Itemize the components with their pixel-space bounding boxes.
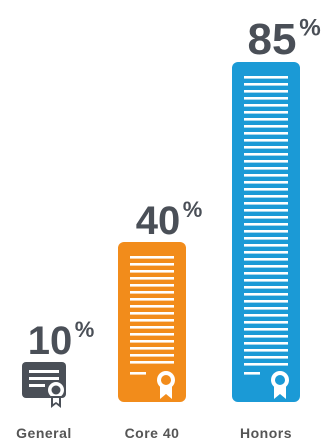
category-label: Core 40 (125, 425, 180, 441)
document-line (244, 146, 288, 149)
document-line (244, 216, 288, 219)
document-line (244, 118, 288, 121)
document-line (244, 300, 288, 303)
document-line (244, 286, 288, 289)
bar-group-core-40: 40 % Core 40 (118, 197, 202, 441)
document-line (130, 312, 174, 315)
document-line (244, 195, 288, 198)
document-line (244, 153, 288, 156)
document-line (244, 167, 288, 170)
document-line (244, 125, 288, 128)
ribbon-inner (53, 398, 59, 404)
document-line (244, 174, 288, 177)
bar (118, 242, 186, 402)
document-line (244, 160, 288, 163)
category-label: General (16, 425, 72, 441)
document-line (244, 83, 288, 86)
document-line (244, 97, 288, 100)
seal-inner (275, 375, 285, 385)
document-line (244, 258, 288, 261)
document-line (244, 356, 288, 359)
ribbon-icon (274, 386, 286, 399)
document-line (130, 372, 146, 375)
document-line (130, 284, 174, 287)
data-label-suffix: % (75, 317, 95, 342)
document-line (130, 347, 174, 350)
data-label: 10 (28, 319, 73, 363)
document-line (244, 363, 288, 366)
document-line (244, 265, 288, 268)
data-label: 40 (136, 199, 181, 243)
certificate-line (29, 370, 59, 373)
document-line (244, 139, 288, 142)
certificate-line (29, 384, 45, 387)
document-line (244, 111, 288, 114)
document-line (244, 328, 288, 331)
document-line (244, 321, 288, 324)
data-label-suffix: % (299, 15, 321, 42)
seal-inner (51, 385, 61, 395)
document-line (244, 237, 288, 240)
document-line (244, 132, 288, 135)
document-line (244, 244, 288, 247)
document-line (244, 314, 288, 317)
document-line (130, 361, 174, 364)
document-line (244, 181, 288, 184)
document-line (130, 256, 174, 259)
bar-group-general: 10 % General (16, 317, 94, 441)
document-line (244, 279, 288, 282)
document-line (244, 251, 288, 254)
document-line (130, 298, 174, 301)
data-label: 85 (248, 15, 297, 64)
document-line (244, 188, 288, 191)
document-line (130, 340, 174, 343)
document-line (130, 291, 174, 294)
document-line (244, 293, 288, 296)
bar-group-honors: 85 % Honors (232, 15, 321, 441)
document-line (244, 272, 288, 275)
document-line (244, 76, 288, 79)
document-line (244, 342, 288, 345)
document-line (244, 90, 288, 93)
certificate-line (29, 377, 59, 380)
data-label-suffix: % (183, 197, 203, 222)
document-line (244, 349, 288, 352)
document-line (244, 202, 288, 205)
document-line (130, 333, 174, 336)
category-label: Honors (240, 425, 292, 441)
document-line (130, 263, 174, 266)
document-line (244, 372, 260, 375)
document-line (130, 326, 174, 329)
document-line (244, 104, 288, 107)
seal-inner (161, 375, 171, 385)
document-line (130, 319, 174, 322)
document-line (244, 230, 288, 233)
document-line (130, 277, 174, 280)
document-line (244, 335, 288, 338)
document-line (130, 354, 174, 357)
document-line (244, 223, 288, 226)
document-line (130, 270, 174, 273)
document-line (130, 305, 174, 308)
document-line (244, 307, 288, 310)
document-line (244, 209, 288, 212)
ribbon-icon (160, 386, 172, 399)
